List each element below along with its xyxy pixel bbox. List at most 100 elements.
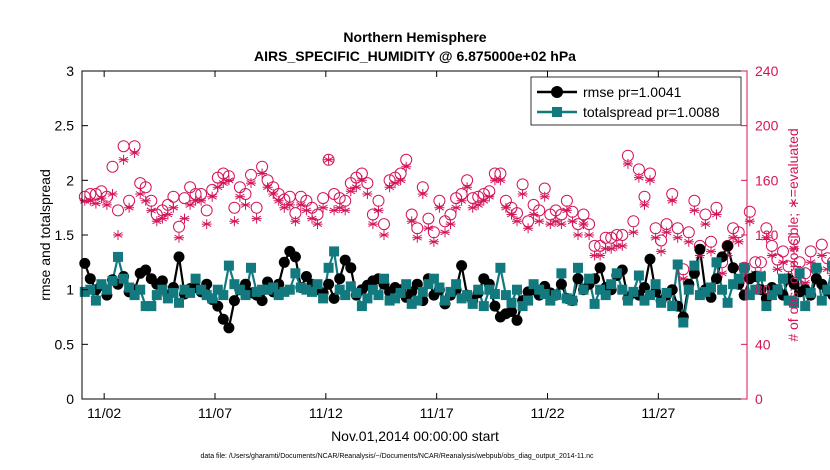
obs-evaluated-point bbox=[539, 191, 550, 202]
spread-point bbox=[234, 284, 245, 295]
y-axis-label: rmse and totalspread bbox=[37, 169, 53, 301]
legend-box bbox=[530, 76, 742, 126]
rmse-point bbox=[278, 256, 290, 268]
legend-rmse-marker bbox=[551, 86, 563, 98]
spread-point bbox=[578, 284, 589, 295]
spread-point bbox=[689, 260, 700, 271]
rmse-point bbox=[727, 262, 739, 274]
spread-point bbox=[567, 295, 578, 306]
spread-point bbox=[816, 295, 827, 306]
obs-evaluated-point bbox=[567, 216, 578, 227]
spread-point bbox=[467, 298, 478, 309]
y-tick-label: 2 bbox=[66, 172, 74, 188]
obs-evaluated-point bbox=[500, 202, 511, 213]
obs-evaluated-point bbox=[706, 246, 716, 257]
obs-possible-point bbox=[749, 256, 762, 269]
spread-point bbox=[606, 279, 617, 290]
obs-evaluated-point bbox=[694, 250, 705, 261]
spread-point bbox=[506, 297, 517, 308]
obs-possible-point bbox=[627, 215, 640, 228]
obs-evaluated-point bbox=[622, 158, 633, 169]
spread-point bbox=[318, 293, 329, 304]
spread-point bbox=[478, 301, 489, 312]
obs-evaluated-point bbox=[744, 216, 755, 227]
spread-point bbox=[733, 273, 744, 284]
obs-evaluated-point bbox=[722, 250, 733, 261]
obs-evaluated-point bbox=[584, 230, 595, 240]
legend: rmse pr=1.0041 totalspread pr=1.0088 bbox=[530, 76, 742, 126]
obs-evaluated-point bbox=[246, 178, 256, 189]
obs-evaluated-point bbox=[135, 189, 146, 199]
obs-possible-point bbox=[754, 256, 767, 269]
spread-point bbox=[162, 293, 173, 304]
spread-point bbox=[694, 290, 705, 301]
obs-evaluated-point bbox=[234, 191, 245, 202]
spread-point bbox=[218, 290, 229, 301]
obs-evaluated-point bbox=[351, 182, 362, 193]
spread-point bbox=[827, 260, 830, 271]
spread-point bbox=[556, 268, 567, 279]
spread-point bbox=[628, 286, 639, 297]
spread-point bbox=[534, 284, 545, 295]
obs-evaluated-point bbox=[240, 199, 251, 210]
y-right-tick-label: 240 bbox=[755, 63, 779, 79]
obs-evaluated-point bbox=[478, 195, 489, 206]
spread-point bbox=[379, 273, 389, 284]
x-tick-label: 11/17 bbox=[420, 405, 454, 421]
spread-point bbox=[96, 279, 107, 290]
obs-evaluated-point bbox=[307, 213, 317, 224]
obs-evaluated-point bbox=[683, 236, 694, 247]
rmse-point bbox=[345, 262, 357, 274]
spread-point bbox=[356, 301, 367, 312]
spread-point bbox=[262, 284, 273, 295]
spread-point bbox=[717, 284, 728, 295]
spread-point bbox=[772, 284, 783, 295]
x-tick-label: 11/22 bbox=[531, 405, 565, 421]
obs-possible-point bbox=[599, 231, 612, 244]
obs-evaluated-point bbox=[661, 227, 672, 238]
spread-point bbox=[390, 293, 401, 304]
spread-point bbox=[417, 286, 428, 297]
spread-point bbox=[550, 290, 561, 301]
obs-possible-point bbox=[738, 261, 751, 274]
obs-evaluated-point bbox=[301, 205, 312, 216]
obs-evaluated-point bbox=[434, 202, 445, 213]
spread-point bbox=[384, 295, 395, 306]
obs-evaluated-point bbox=[766, 250, 777, 261]
obs-evaluated-point bbox=[689, 205, 700, 216]
spread-point bbox=[240, 290, 251, 301]
y-tick-label: 2.5 bbox=[55, 118, 75, 134]
spread-point bbox=[279, 286, 290, 297]
rmse-point bbox=[722, 240, 734, 252]
spread-point bbox=[573, 262, 583, 273]
rmse-point bbox=[506, 306, 517, 317]
obs-possible-point bbox=[605, 231, 618, 244]
spread-point bbox=[101, 284, 112, 295]
obs-evaluated-point bbox=[595, 250, 606, 261]
obs-evaluated-point bbox=[711, 209, 722, 220]
spread-point bbox=[822, 284, 830, 295]
rmse-point bbox=[300, 271, 312, 282]
obs-evaluated-point bbox=[334, 202, 345, 213]
y-tick-label: 0.5 bbox=[55, 336, 75, 352]
spread-point bbox=[179, 284, 190, 295]
rmse-point bbox=[140, 264, 152, 276]
obs-evaluated-point bbox=[578, 219, 589, 230]
spread-point bbox=[118, 273, 129, 284]
spread-point bbox=[750, 284, 761, 295]
spread-point bbox=[778, 273, 788, 284]
spread-point bbox=[190, 273, 201, 284]
obs-evaluated-point bbox=[600, 243, 611, 254]
rmse-point bbox=[79, 257, 91, 269]
rmse-point bbox=[644, 253, 656, 265]
obs-evaluated-point bbox=[517, 189, 528, 199]
spread-point bbox=[307, 286, 317, 297]
obs-evaluated-point bbox=[185, 199, 196, 210]
obs-evaluated-point bbox=[379, 230, 389, 240]
obs-possible-point bbox=[250, 201, 263, 214]
spread-point bbox=[678, 317, 689, 328]
chart-title: Northern Hemisphere bbox=[343, 29, 486, 45]
obs-evaluated-point bbox=[207, 191, 218, 202]
spread-point bbox=[672, 259, 683, 270]
obs-evaluated-point bbox=[423, 223, 434, 234]
